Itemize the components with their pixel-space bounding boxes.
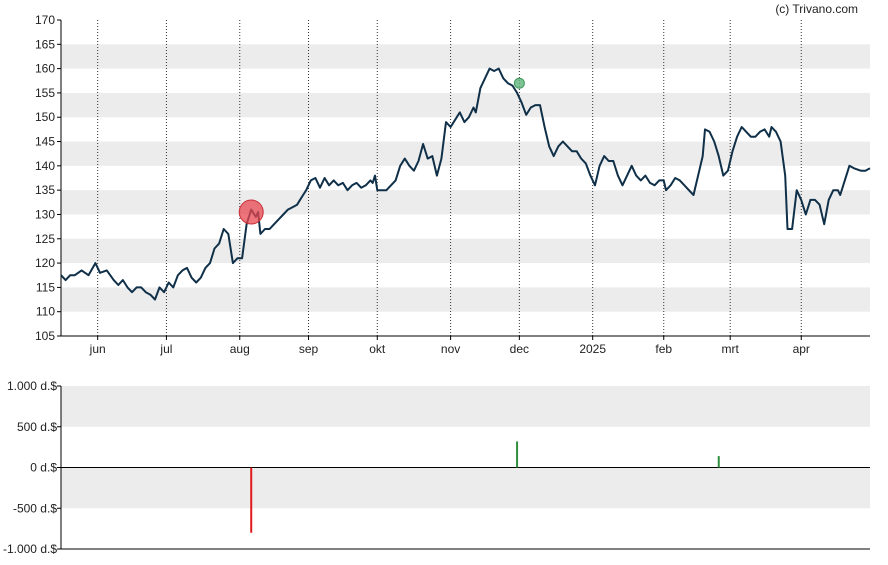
x-tick-label: aug — [230, 342, 250, 356]
grid-band — [61, 190, 870, 215]
x-tick-label: jul — [159, 342, 172, 356]
x-tick-label: okt — [369, 342, 386, 356]
y-tick-label: 155 — [35, 86, 55, 100]
grid-band — [61, 44, 870, 69]
grid-band — [61, 92, 870, 118]
y-tick-label: -500 d.$ — [13, 501, 57, 515]
x-tick-label: 2025 — [579, 342, 606, 356]
x-tick-label: mrt — [722, 342, 740, 356]
y-tick-label: 125 — [35, 232, 55, 246]
x-tick-label: feb — [655, 342, 672, 356]
y-tick-label: 130 — [35, 207, 55, 221]
y-tick-label: -1.000 d.$ — [3, 542, 57, 556]
sell-marker — [238, 199, 264, 225]
grid-band — [61, 141, 870, 166]
x-tick-label: jun — [89, 342, 106, 356]
x-tick-label: dec — [510, 342, 529, 356]
grid-band — [61, 467, 870, 509]
y-tick-label: 115 — [36, 280, 55, 294]
y-tick-label: 170 — [35, 13, 55, 27]
y-tick-label: 145 — [35, 135, 55, 149]
y-tick-label: 105 — [35, 329, 55, 343]
grid-band — [61, 238, 870, 264]
trade-volume-chart: 1.000 d.$ 500 d.$ 0 d.$ -500 d.$ -1.000 d.$ — [3, 379, 870, 556]
price-series-line — [60, 67, 871, 301]
y-tick-label: 1.000 d.$ — [7, 379, 57, 393]
y-tick-label: 140 — [35, 159, 55, 173]
y-tick-label: 150 — [35, 110, 55, 124]
y-tick-label: 160 — [35, 62, 55, 76]
y-tick-label: 500 d.$ — [17, 420, 57, 434]
x-tick-label: apr — [793, 342, 810, 356]
y-tick-label: 110 — [36, 305, 55, 319]
grid-band — [61, 287, 870, 312]
buy-marker — [513, 77, 525, 89]
y-tick-label: 135 — [35, 183, 55, 197]
copyright-credit: (c) Trivano.com — [775, 2, 858, 16]
y-tick-label: 165 — [35, 37, 55, 51]
y-tick-label: 120 — [35, 256, 55, 270]
x-tick-label: sep — [299, 342, 319, 356]
price-chart: jun jul aug sep okt nov dec 2025 feb mrt apr 105 110… — [35, 13, 871, 356]
y-tick-label: 0 d.$ — [30, 461, 57, 475]
grid-band — [61, 386, 870, 427]
x-tick-label: nov — [441, 342, 460, 356]
